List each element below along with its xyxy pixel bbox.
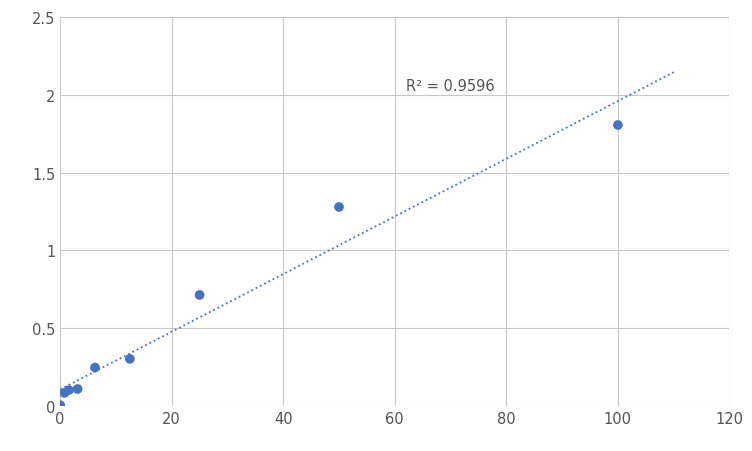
Point [59, 389, 71, 396]
Point [124, 355, 136, 363]
Point [333, 204, 345, 211]
Point [612, 122, 624, 129]
Point [54, 402, 66, 409]
Point [63, 387, 75, 394]
Text: R² = 0.9596: R² = 0.9596 [406, 79, 495, 94]
Point [89, 364, 101, 371]
Point [71, 386, 83, 393]
Point [193, 292, 205, 299]
